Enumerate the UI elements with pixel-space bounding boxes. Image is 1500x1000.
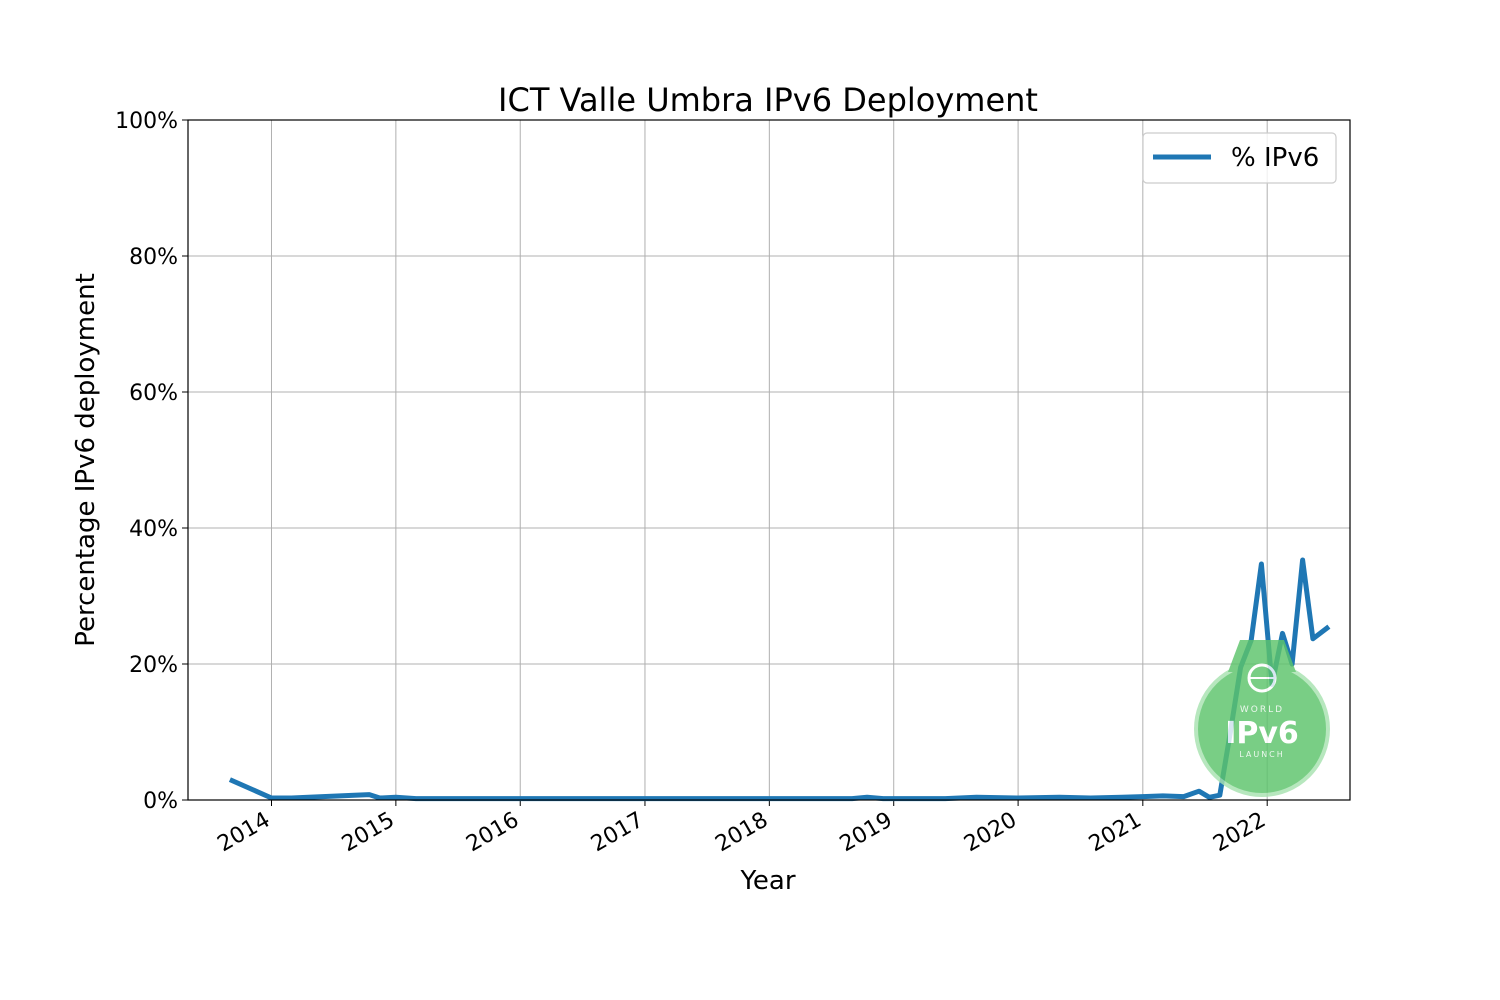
x-tick-label: 2019 [836,808,897,858]
x-tick-label: 2021 [1085,808,1146,858]
x-tick-label: 2015 [338,808,399,858]
x-axis-label: Year [739,866,795,896]
plot-frame [187,119,1351,801]
y-tick-label: 60% [129,381,178,406]
y-tick-label: 100% [115,109,178,134]
world-ipv6-launch-badge: WORLD IPv6 LAUNCH [1194,640,1330,797]
series-layer [228,557,1331,802]
chart-title: ICT Valle Umbra IPv6 Deployment [498,81,1038,119]
badge-top-text: WORLD [1240,705,1284,715]
legend-box [1142,132,1337,184]
y-axis-label: Percentage IPv6 deployment [71,273,101,647]
legend-label: % IPv6 [1231,143,1319,173]
x-tick-label: 2016 [462,808,523,858]
axis-ticks: 0% 20% 40% 60% 80% 100% 2014 2015 2016 2017 2018 20… [115,109,1270,857]
x-tick-label: 2014 [213,808,274,858]
legend: % IPv6 [1142,132,1337,184]
y-tick-label: 80% [129,245,178,270]
badge-tab [1228,640,1296,672]
y-tick-label: 20% [129,653,178,678]
x-tick-label: 2020 [960,808,1021,858]
y-tick-label: 0% [143,789,178,814]
x-tick-label: 2018 [711,808,772,858]
x-tick-label: 2022 [1209,808,1270,858]
x-tick-label: 2017 [587,808,648,858]
badge-bottom-text: LAUNCH [1239,750,1285,759]
grid [188,119,1350,801]
badge-main-text: IPv6 [1225,716,1299,751]
y-tick-label: 40% [129,517,178,542]
series-line [228,557,1331,802]
